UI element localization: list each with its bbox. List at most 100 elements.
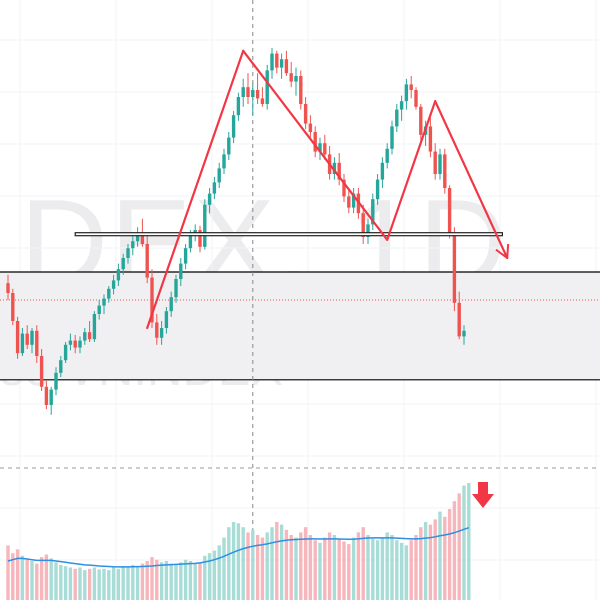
volume-bar [423,522,428,600]
candle [332,157,337,180]
candle [92,311,97,342]
volume-bar [44,554,49,600]
volume-bar [97,569,101,600]
candle [323,134,327,160]
candle-body [35,330,39,356]
candle-body [409,84,413,90]
volume-bar [198,562,202,600]
volume-bar [188,561,193,600]
volume-bar [203,555,207,600]
candle-body [121,258,125,270]
candle [6,274,10,300]
candle-body [97,305,101,314]
candle [366,218,370,244]
volume-bar [83,570,87,600]
candle-body [131,241,135,249]
candle-body [116,269,121,281]
candle [447,185,452,239]
volume-bar [443,516,447,600]
candle-body [63,344,68,361]
candle [275,50,279,74]
candle-body [188,235,193,249]
volume-bar [63,566,68,600]
candle-body [217,168,221,183]
candle [270,48,274,79]
volume-bar [78,567,82,600]
candle [97,300,101,320]
support-zone [0,272,600,380]
candle-body [375,179,380,200]
volume-bar [270,527,274,600]
volume-bar [68,567,73,600]
candle-body [140,232,145,244]
volume-bar [351,537,356,600]
candle-body [284,59,289,74]
candle [35,325,39,363]
candle-body [15,321,20,354]
candle-body [255,90,260,99]
candle [303,97,308,130]
volume-bar [251,529,255,600]
candle [385,143,389,169]
candle [212,176,217,200]
candle [198,225,202,253]
candle [183,244,188,270]
volume-bar [303,527,308,600]
candle [73,335,77,354]
candle-body [222,154,226,169]
candle [294,67,298,96]
candle [63,342,68,363]
candle-body [395,109,399,127]
candle-body [25,333,29,345]
volume-bar [438,511,442,600]
candle [419,104,423,141]
candle [83,328,87,345]
volume-bar [246,532,250,600]
candle-body [150,277,154,323]
candle-body [126,248,130,258]
candle [207,188,212,214]
candle [284,50,289,76]
candle [452,227,457,312]
volume-bar [265,532,269,600]
candle-body [59,360,63,373]
volume-bar [126,567,130,600]
candle-body [68,340,73,345]
candle-body [303,104,308,124]
volume-bar [20,555,25,600]
candle [347,188,351,214]
volume-bar [428,524,433,600]
candle-body [231,115,236,138]
candle-body [342,179,346,197]
volume-bar [371,538,375,600]
volume-bar [404,545,409,600]
volume-bar [260,537,265,600]
candle-body [44,386,49,405]
candle-body [30,330,34,345]
candle-body [227,137,231,155]
candle-body [318,143,322,152]
volume-bar [356,532,361,600]
candle-body [332,162,337,174]
volume-bar [380,537,385,600]
candle [222,148,226,174]
pattern-line [146,49,245,330]
candle-body [102,298,106,306]
volume-bar [193,563,197,600]
volume-bar [337,538,341,600]
candle [409,76,413,99]
candle [371,193,375,230]
volume-bar [366,535,370,600]
down-arrow-icon [472,482,494,508]
candle [260,87,265,107]
volume-bar [323,537,327,600]
volume-bar [159,562,164,600]
volume-bar [289,535,293,600]
candle-body [260,98,265,104]
candle-body [236,97,241,116]
volume-bar [452,501,457,600]
candle [337,153,341,186]
candle-body [371,199,375,225]
